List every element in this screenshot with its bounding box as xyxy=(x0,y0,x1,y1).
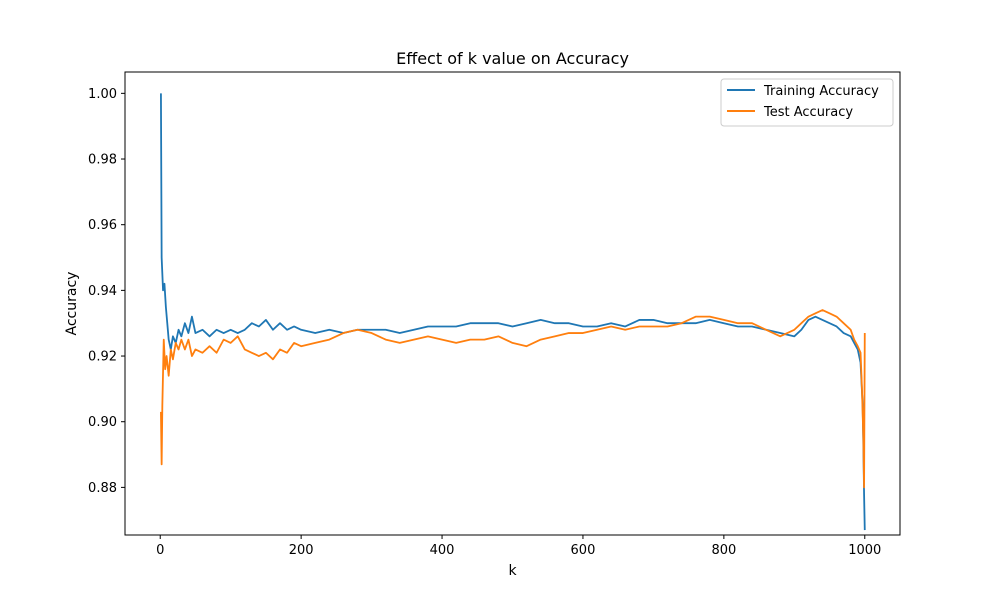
series-line-0 xyxy=(160,93,866,531)
legend-label-test: Test Accuracy xyxy=(763,105,853,120)
y-tick-label: 0.92 xyxy=(88,350,117,365)
plot-frame xyxy=(124,71,901,536)
y-axis-label: Accuracy xyxy=(64,272,80,336)
series-line-1 xyxy=(160,309,866,489)
legend-label-training: Training Accuracy xyxy=(763,84,879,99)
x-tick-label: 600 xyxy=(571,543,596,558)
x-tick-label: 200 xyxy=(289,543,314,558)
y-tick-label: 0.96 xyxy=(88,218,117,233)
y-tick-label: 0.94 xyxy=(88,284,117,299)
y-axis: 0.88 0.90 0.92 0.94 0.96 0.98 1.00 xyxy=(88,87,125,496)
series-layer xyxy=(160,93,866,531)
x-axis: 0 200 400 600 800 1000 xyxy=(156,535,881,558)
x-tick-label: 800 xyxy=(711,543,736,558)
y-tick-label: 1.00 xyxy=(88,87,117,102)
chart-title: Effect of k value on Accuracy xyxy=(396,49,629,68)
y-tick-label: 0.90 xyxy=(88,415,117,430)
x-tick-label: 0 xyxy=(156,543,164,558)
y-tick-label: 0.98 xyxy=(88,153,117,168)
x-tick-label: 1000 xyxy=(848,543,881,558)
x-axis-label: k xyxy=(508,563,517,579)
x-tick-label: 400 xyxy=(430,543,455,558)
legend: Training Accuracy Test Accuracy xyxy=(720,78,894,127)
legend-box xyxy=(720,78,894,127)
y-tick-label: 0.88 xyxy=(88,481,117,496)
